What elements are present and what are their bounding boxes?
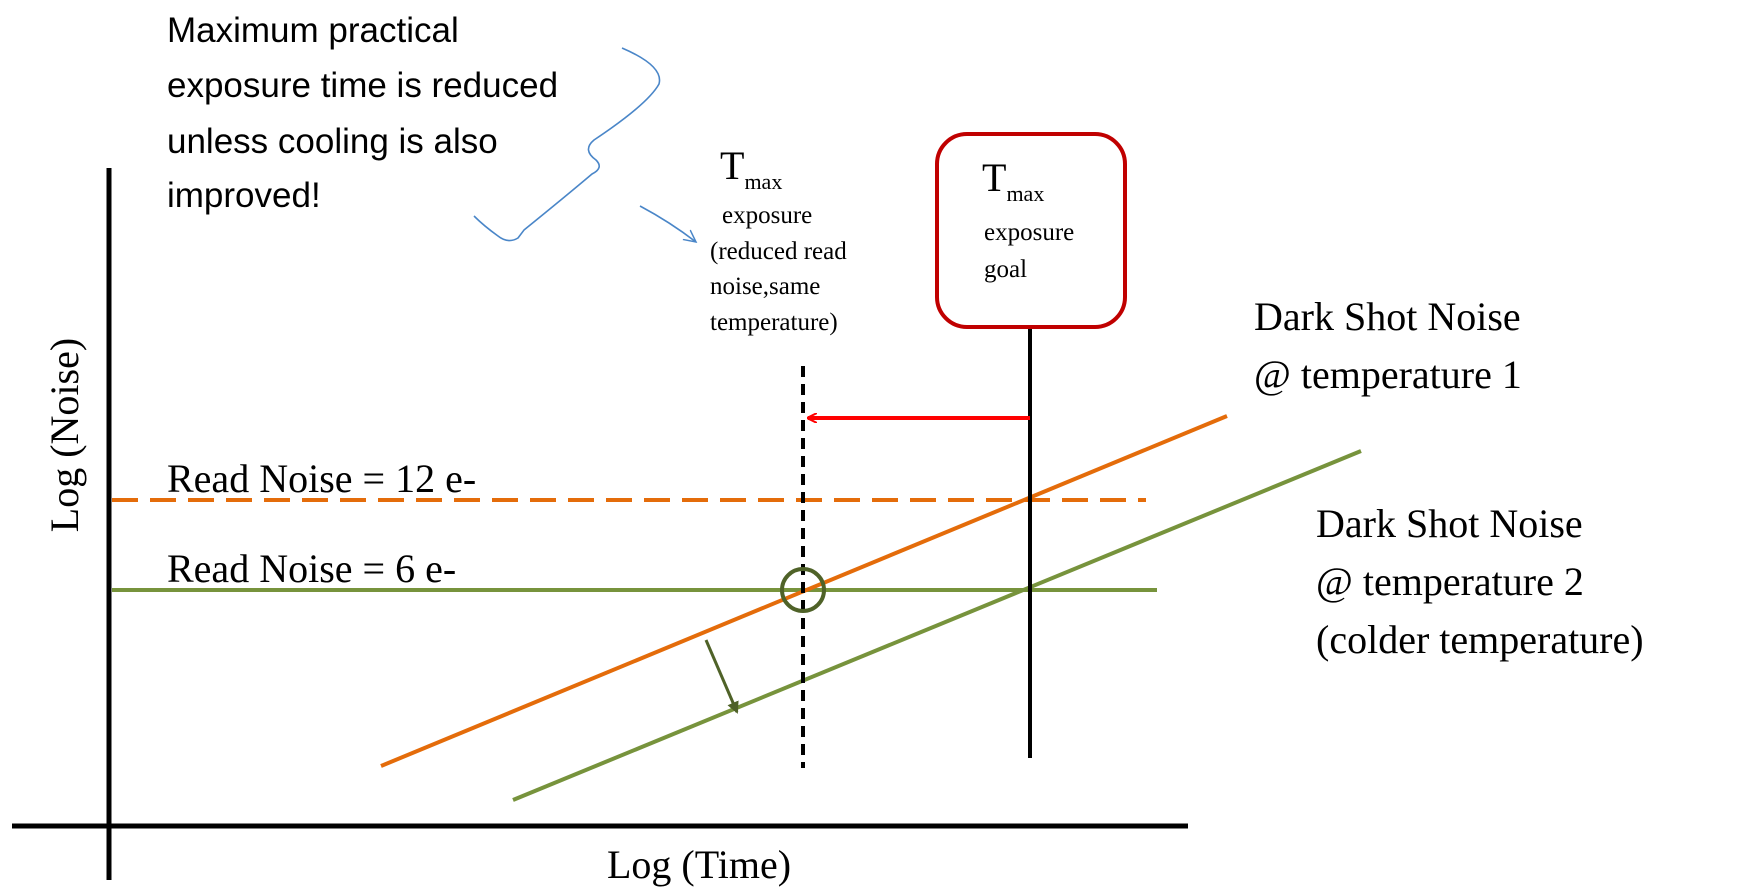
tmax-reduced-subscript: max [744,169,782,194]
note-brace [473,47,661,242]
tmax-reduced-symbol: T [720,143,744,188]
tmax-goal-line-1: exposure [984,219,1074,246]
dark-noise-t1-line-2: @ temperature 1 [1254,352,1522,397]
annotation-note-line-3: unless cooling is also [167,122,498,161]
tmax-reduced-label: Tmax exposure (reduced read noise,same t… [710,143,847,336]
svg-text:Tmax: Tmax [982,155,1044,206]
tmax-reduced-line-3: noise,same [710,273,820,300]
x-axis-label: Log (Time) [607,842,791,887]
tmax-goal-subscript: max [1006,181,1044,206]
note-pointer-arrow [639,205,696,242]
annotation-note-line-1: Maximum practical [167,11,459,50]
annotation-note-line-4: improved! [167,176,321,215]
dark-noise-t2-label: Dark Shot Noise @ temperature 2 (colder … [1316,501,1644,662]
tmax-goal-symbol: T [982,155,1006,200]
read-noise-high-label: Read Noise = 12 e- [167,456,476,501]
dark-noise-t2-line-3: (colder temperature) [1316,617,1644,662]
dark-noise-t2-line-1: Dark Shot Noise [1316,501,1583,546]
svg-text:Tmax: Tmax [720,143,782,194]
dark-noise-t2-line-2: @ temperature 2 [1316,559,1584,604]
read-noise-low-label: Read Noise = 6 e- [167,546,456,591]
tmax-reduced-line-1: exposure [722,202,812,229]
tmax-reduced-line-4: temperature) [710,309,838,336]
annotation-note-line-2: exposure time is reduced [167,66,558,105]
tmax-goal-line-2: goal [984,256,1027,283]
tmax-goal-box [935,132,1127,329]
tmax-goal-label: Tmax exposure goal [982,155,1074,283]
y-axis-label: Log (Noise) [42,338,87,532]
annotation-note: Maximum practical exposure time is reduc… [167,11,558,215]
dark-noise-t2-line [512,449,1362,802]
tmax-reduced-line-2: (reduced read [710,238,847,265]
cooling-arrow [704,639,739,714]
dark-noise-t1-line-1: Dark Shot Noise [1254,294,1521,339]
dark-noise-t1-label: Dark Shot Noise @ temperature 1 [1254,294,1522,397]
intersection-marker [780,567,826,613]
